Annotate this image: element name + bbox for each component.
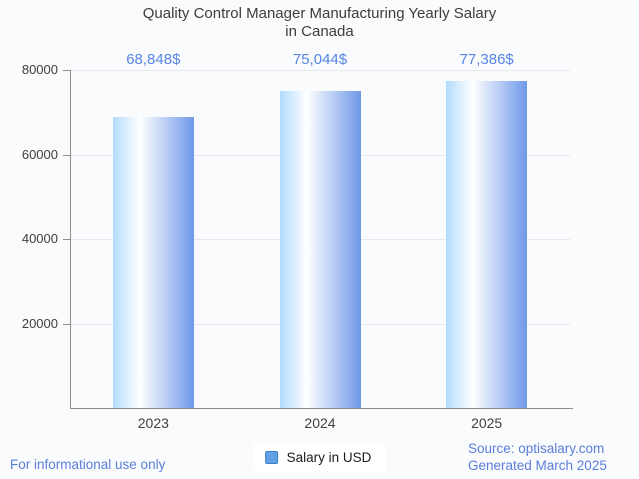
x-axis-label-2023: 2023	[137, 415, 169, 431]
chart-title: Quality Control Manager Manufacturing Ye…	[0, 5, 639, 41]
value-label-2024: 75,044$	[292, 51, 348, 68]
legend-label: Salary in USD	[286, 450, 372, 465]
y-axis-label-40000: 40000	[21, 231, 58, 246]
y-tick-80000	[63, 70, 70, 71]
x-axis-label-2025: 2025	[471, 415, 503, 431]
source-block: Source: optisalary.com Generated March 2…	[468, 441, 607, 474]
chart-title-line2: in Canada	[285, 23, 354, 40]
y-axis-label-80000: 80000	[21, 62, 58, 77]
legend-item-salary[interactable]: Salary in USD	[252, 444, 387, 471]
generated-text: Generated March 2025	[468, 457, 607, 473]
x-axis-line	[70, 408, 573, 409]
chart-title-line1: Quality Control Manager Manufacturing Ye…	[142, 5, 497, 22]
y-tick-40000	[63, 239, 70, 240]
bar-2023[interactable]	[112, 117, 194, 408]
y-axis-label-20000: 20000	[21, 315, 58, 331]
bar-2025[interactable]	[446, 81, 528, 408]
y-axis-label-60000: 60000	[21, 146, 58, 162]
x-axis-label-2024: 2024	[304, 415, 336, 431]
gridline-80000	[70, 70, 570, 71]
bar-2024[interactable]	[279, 90, 361, 408]
y-tick-60000	[63, 154, 70, 156]
y-axis-line	[70, 70, 71, 408]
value-label-2023: 68,848$	[126, 51, 181, 68]
disclaimer-text: For informational use only	[10, 457, 166, 472]
source-text: Source: optisalary.com	[468, 441, 605, 456]
value-label-2025: 77,386$	[459, 51, 514, 68]
y-tick-20000	[63, 323, 70, 325]
series-swatch-icon	[264, 451, 278, 464]
